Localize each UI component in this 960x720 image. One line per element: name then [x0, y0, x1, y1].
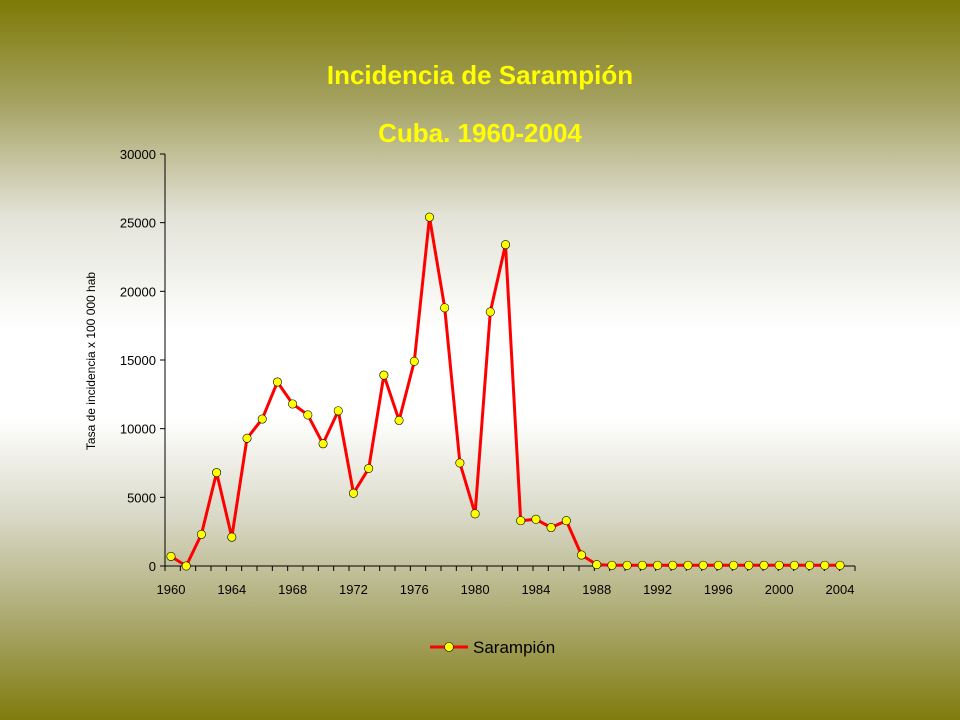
y-tick-label: 20000 [120, 284, 156, 299]
x-tick-label: 1968 [278, 582, 307, 597]
y-axis-ticks: 0 5000 10000 15000 20000 25000 30000 [120, 147, 165, 574]
data-point [166, 551, 176, 561]
chart-title: Incidencia de Sarampión [326, 60, 634, 90]
legend: Sarampión [430, 638, 555, 657]
data-point [653, 560, 663, 570]
data-point [181, 561, 191, 571]
data-point [485, 307, 495, 317]
y-tick-label: 5000 [127, 490, 156, 505]
data-point [668, 560, 678, 570]
data-point [272, 377, 282, 387]
data-point [744, 560, 754, 570]
data-point [455, 458, 465, 468]
data-point [683, 560, 693, 570]
data-point [561, 516, 571, 526]
data-point [394, 415, 404, 425]
series-sarampion [166, 212, 845, 571]
x-tick-label: 2000 [765, 582, 794, 597]
data-point [303, 410, 313, 420]
x-tick-label: 1980 [461, 582, 490, 597]
chart-axes [164, 154, 855, 567]
x-tick-label: 1984 [521, 582, 550, 597]
data-point [698, 560, 708, 570]
legend-marker [444, 642, 454, 652]
x-tick-label: 1988 [582, 582, 611, 597]
chart-subtitle: Cuba. 1960-2004 [378, 118, 582, 148]
data-point [242, 433, 252, 443]
x-tick-label: 1960 [157, 582, 186, 597]
data-point [759, 560, 769, 570]
data-point [196, 529, 206, 539]
y-tick-label: 30000 [120, 147, 156, 162]
data-point [577, 550, 587, 560]
data-point [592, 560, 602, 570]
data-point [774, 560, 784, 570]
data-point [835, 560, 845, 570]
x-tick-label: 1964 [217, 582, 246, 597]
data-point [546, 523, 556, 533]
data-point [288, 399, 298, 409]
data-point [713, 560, 723, 570]
y-tick-label: 0 [149, 559, 156, 574]
data-point [531, 514, 541, 524]
data-point [348, 488, 358, 498]
data-point [227, 532, 237, 542]
x-tick-label: 1976 [400, 582, 429, 597]
data-point [820, 560, 830, 570]
data-point [789, 560, 799, 570]
x-tick-label: 1996 [704, 582, 733, 597]
x-tick-label: 2004 [826, 582, 855, 597]
data-point [379, 370, 389, 380]
data-point [212, 468, 222, 478]
y-axis-label: Tasa de incidencia x 100 000 hab [84, 272, 98, 450]
data-point [516, 516, 526, 526]
y-tick-label: 10000 [120, 422, 156, 437]
data-point [607, 560, 617, 570]
data-point [318, 439, 328, 449]
data-point [470, 509, 480, 519]
data-point [409, 356, 419, 366]
data-point [500, 240, 510, 250]
data-point [729, 560, 739, 570]
data-point [333, 406, 343, 416]
data-point [424, 212, 434, 222]
x-tick-label: 1972 [339, 582, 368, 597]
data-point [622, 560, 632, 570]
legend-label: Sarampión [473, 638, 555, 657]
y-tick-label: 15000 [120, 353, 156, 368]
data-point [637, 560, 647, 570]
x-tick-label: 1992 [643, 582, 672, 597]
data-point [805, 560, 815, 570]
series-line [170, 215, 840, 568]
data-point [440, 303, 450, 313]
x-axis-ticks: 1960 1964 1968 1972 1976 1980 1984 1988 1992 1996… [157, 566, 856, 597]
data-point [364, 463, 374, 473]
data-point [257, 414, 267, 424]
y-tick-label: 25000 [120, 216, 156, 231]
